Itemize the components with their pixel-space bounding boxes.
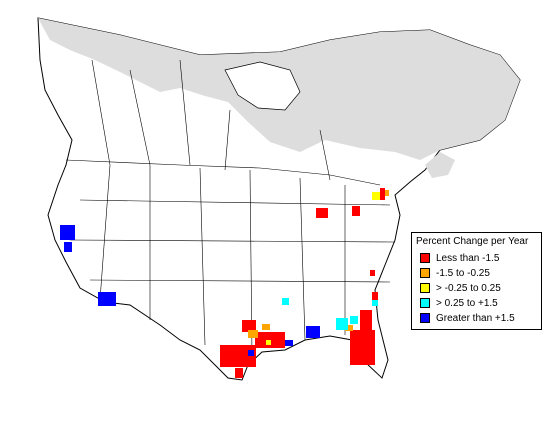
legend-swatch	[420, 298, 430, 308]
cells-decline-strong	[220, 188, 385, 378]
cells-decline-moderate	[248, 190, 389, 338]
legend-label: > -0.25 to 0.25	[436, 282, 501, 294]
cells-increase-strong	[60, 225, 320, 356]
legend-label: > 0.25 to +1.5	[436, 297, 498, 309]
legend-item: -1.5 to -0.25	[420, 267, 490, 279]
legend-swatch	[420, 253, 430, 263]
legend-swatch	[420, 283, 430, 293]
legend-title: Percent Change per Year	[416, 236, 529, 247]
hudson-bay	[224, 61, 301, 111]
legend-swatch	[420, 313, 430, 323]
legend-label: Greater than +1.5	[436, 312, 515, 324]
no-data-region-2	[425, 152, 455, 178]
legend-item: Less than -1.5	[420, 252, 499, 264]
legend-label: -1.5 to -0.25	[436, 267, 490, 279]
legend-item: > -0.25 to 0.25	[420, 282, 501, 294]
map-legend: Percent Change per Year Less than -1.5 -…	[411, 232, 542, 330]
legend-swatch	[420, 268, 430, 278]
legend-label: Less than -1.5	[436, 252, 500, 264]
legend-item: > 0.25 to +1.5	[420, 297, 498, 309]
cells-stable	[266, 192, 380, 345]
legend-item: Greater than +1.5	[420, 312, 515, 324]
political-boundaries	[65, 59, 396, 356]
cells-increase-moderate	[282, 298, 378, 330]
